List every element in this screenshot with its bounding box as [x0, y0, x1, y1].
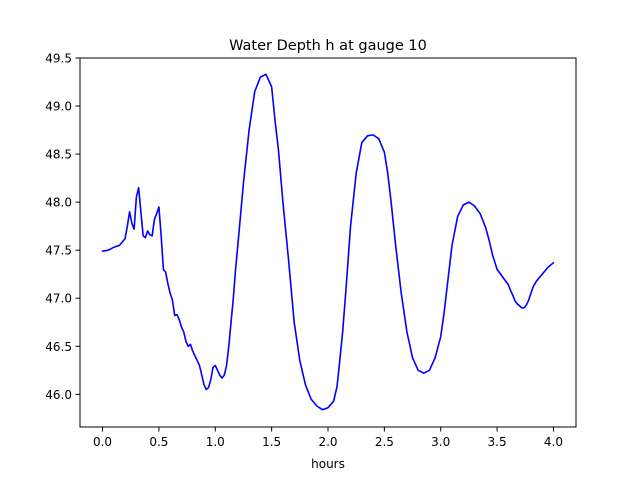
- y-tick-label: 49.0: [45, 100, 72, 114]
- x-tick-label: 3.5: [488, 435, 507, 449]
- x-tick-label: 2.5: [375, 435, 394, 449]
- x-tick-label: 1.5: [262, 435, 281, 449]
- x-tick-label: 1.0: [206, 435, 225, 449]
- y-tick-label: 47.5: [45, 244, 72, 258]
- y-tick-label: 48.5: [45, 148, 72, 162]
- y-tick-label: 46.5: [45, 340, 72, 354]
- x-tick-label: 3.0: [431, 435, 450, 449]
- x-tick-label: 0.0: [93, 435, 112, 449]
- x-axis-label: hours: [311, 457, 345, 471]
- x-tick-label: 0.5: [149, 435, 168, 449]
- x-tick-label: 2.0: [318, 435, 337, 449]
- y-tick-label: 49.5: [45, 52, 72, 66]
- y-tick-label: 47.0: [45, 292, 72, 306]
- chart-title: Water Depth h at gauge 10: [229, 38, 427, 54]
- y-axis-ticks: 46.0 46.5 47.0 47.5 48.0 48.5 49.0 49.5: [45, 52, 80, 402]
- series-line: [101, 73, 555, 411]
- x-axis-ticks: 0.0 0.5 1.0 1.5 2.0 2.5 3.0 3.5 4.0: [93, 427, 563, 449]
- y-tick-label: 46.0: [45, 388, 72, 402]
- y-tick-label: 48.0: [45, 196, 72, 210]
- x-tick-label: 4.0: [544, 435, 563, 449]
- plot-area-frame: [79, 57, 577, 428]
